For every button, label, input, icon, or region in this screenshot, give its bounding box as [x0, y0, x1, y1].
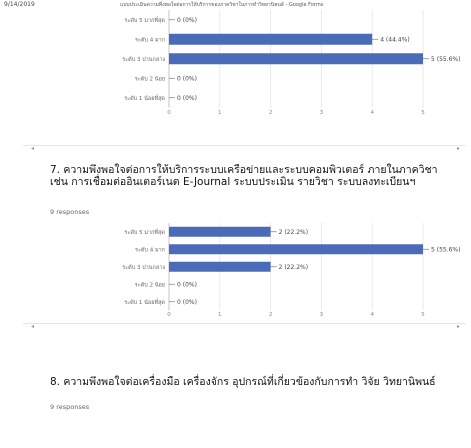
- category-label: ระดับ 4 มาก: [135, 246, 165, 253]
- chart-scrollbar-q6[interactable]: ◂ ▸: [23, 145, 466, 152]
- scroll-right-icon[interactable]: ▸: [456, 145, 460, 152]
- x-tick-label: 0: [167, 312, 171, 318]
- print-date: 9/14/2019: [4, 1, 35, 8]
- category-label: ระดับ 5 มากที่สุด: [124, 228, 165, 236]
- data-label: 4 (44.4%): [380, 36, 409, 43]
- bar: [169, 33, 373, 45]
- x-tick-label: 1: [218, 110, 222, 116]
- category-label: ระดับ 4 มาก: [135, 36, 165, 43]
- print-doc-title: แบบประเมินความพึงพอใจต่อการให้บริการของภ…: [120, 2, 324, 8]
- data-label: 0 (0%): [177, 17, 197, 24]
- x-tick-label: 2: [269, 110, 273, 116]
- data-label: 0 (0%): [177, 299, 197, 306]
- bar: [169, 226, 271, 237]
- scroll-left-icon[interactable]: ◂: [31, 145, 35, 152]
- x-tick-label: 5: [421, 312, 425, 318]
- data-label: 5 (55.6%): [431, 56, 460, 63]
- chart-container-q6: 0 1 2 3 4 5 ระดับ 5 มากที่สุด 0 (0%) ระดับ 4 มาก…: [23, 4, 466, 152]
- category-label: ระดับ 5 มากที่สุด: [124, 16, 165, 24]
- print-header: 9/14/2019 แบบประเมินความพึงพอใจต่อการให้…: [0, 0, 471, 12]
- x-tick-label: 2: [269, 312, 273, 318]
- x-tick-label: 4: [370, 110, 374, 116]
- category-label: ระดับ 2 น้อย: [135, 281, 165, 288]
- question-8-responses: 9 responses: [50, 403, 90, 411]
- data-label: 0 (0%): [177, 95, 197, 102]
- category-label: ระดับ 3 ปานกลาง: [122, 264, 165, 271]
- category-label: ระดับ 1 น้อยที่สุด: [124, 94, 165, 102]
- x-tick-label: 5: [421, 110, 425, 116]
- chart-container-q7: 0 1 2 3 4 5 ระดับ 5 มากที่สุด 2 (22.2%) ระดับ 4 …: [23, 220, 466, 330]
- category-label: ระดับ 2 น้อย: [135, 75, 165, 82]
- x-tick-label: 0: [167, 110, 171, 116]
- bar-chart-q7: 0 1 2 3 4 5 ระดับ 5 มากที่สุด 2 (22.2%) ระดับ 4 …: [122, 223, 460, 318]
- question-8-title: 8. ความพึงพอใจต่อเครื่องมือ เครื่องจักร …: [50, 376, 436, 388]
- data-label: 2 (22.2%): [279, 229, 308, 236]
- data-label: 5 (55.6%): [431, 246, 460, 253]
- x-tick-label: 1: [218, 312, 222, 318]
- data-label: 0 (0%): [177, 75, 197, 82]
- category-label: ระดับ 3 ปานกลาง: [122, 56, 165, 63]
- bar: [169, 244, 423, 255]
- x-tick-label: 4: [370, 312, 374, 318]
- bar: [169, 53, 423, 65]
- chart-scrollbar-q7[interactable]: ◂ ▸: [23, 323, 466, 330]
- data-label: 2 (22.2%): [279, 264, 308, 271]
- question-7-title: 7. ความพึงพอใจต่อการให้บริการระบบเครือข่…: [50, 164, 438, 188]
- bar: [169, 261, 271, 272]
- x-tick-label: 3: [320, 110, 324, 116]
- scroll-right-icon[interactable]: ▸: [456, 323, 460, 330]
- x-tick-label: 3: [320, 312, 324, 318]
- question-7-responses: 9 responses: [50, 208, 90, 216]
- bar-chart-q6: 0 1 2 3 4 5 ระดับ 5 มากที่สุด 0 (0%) ระดับ 4 มาก…: [122, 10, 460, 116]
- data-label: 0 (0%): [177, 281, 197, 288]
- scroll-left-icon[interactable]: ◂: [31, 323, 35, 330]
- category-label: ระดับ 1 น้อยที่สุด: [124, 298, 165, 306]
